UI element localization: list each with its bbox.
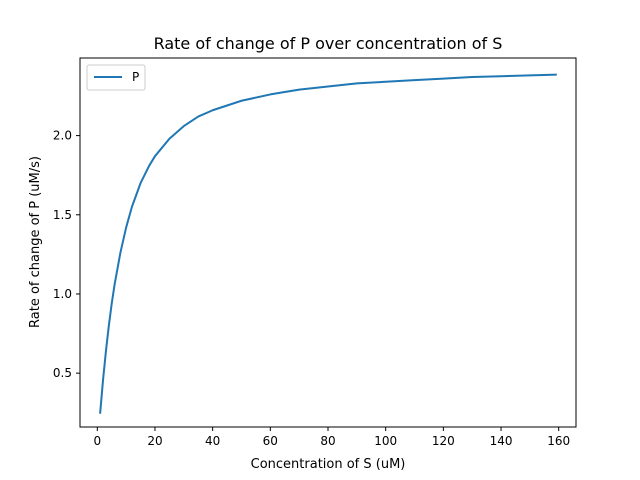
x-tick-label: 160 bbox=[547, 434, 570, 448]
y-tick-label: 1.5 bbox=[53, 208, 72, 222]
legend-label-p: P bbox=[132, 70, 139, 84]
x-tick-label: 20 bbox=[147, 434, 162, 448]
y-tick-label: 0.5 bbox=[53, 366, 72, 380]
x-axis-label: Concentration of S (uM) bbox=[251, 457, 406, 472]
x-tick-label: 120 bbox=[432, 434, 455, 448]
x-axis: 0 20 40 60 80 100 120 140 160 bbox=[93, 427, 570, 448]
x-tick-label: 140 bbox=[490, 434, 513, 448]
x-tick-label: 40 bbox=[205, 434, 220, 448]
legend: P bbox=[86, 64, 146, 91]
y-tick-label: 2.0 bbox=[53, 129, 72, 143]
series-line-p bbox=[99, 73, 557, 414]
y-tick-label: 1.0 bbox=[53, 287, 72, 301]
x-tick-label: 80 bbox=[320, 434, 335, 448]
chart-title: Rate of change of P over concentration o… bbox=[154, 34, 503, 53]
x-tick-label: 60 bbox=[263, 434, 278, 448]
series-layer bbox=[99, 73, 557, 414]
plot-area-frame bbox=[79, 57, 577, 428]
x-tick-label: 0 bbox=[93, 434, 101, 448]
y-axis: 0.5 1.0 1.5 2.0 bbox=[53, 129, 80, 380]
x-tick-label: 100 bbox=[374, 434, 397, 448]
y-axis-label: Rate of change of P (uM/s) bbox=[28, 156, 43, 328]
